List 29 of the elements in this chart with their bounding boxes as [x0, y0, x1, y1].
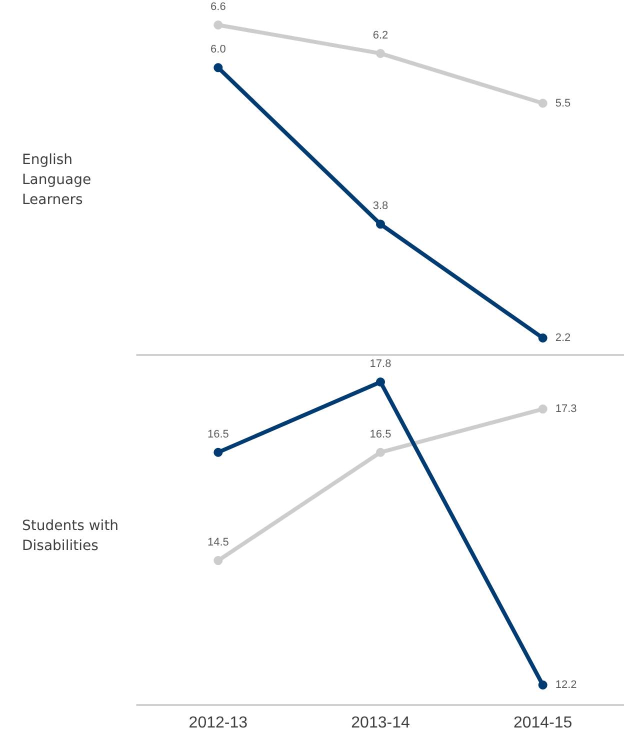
point — [214, 556, 223, 566]
point — [214, 448, 223, 457]
point — [376, 220, 385, 229]
point — [214, 63, 223, 72]
y-axis-title: English Language Learners — [22, 152, 96, 208]
data-label: 16.5 — [370, 428, 392, 440]
x-tick-label: 2014-15 — [513, 714, 572, 732]
data-label: 17.8 — [370, 358, 392, 370]
x-tick-label: 2012-13 — [188, 714, 248, 732]
point — [376, 448, 385, 457]
data-label: 2.2 — [555, 332, 571, 344]
data-label: 5.5 — [555, 97, 571, 110]
data-label: 3.8 — [372, 200, 388, 212]
point — [376, 48, 385, 58]
point — [538, 98, 548, 108]
point — [538, 680, 548, 690]
data-label: 16.5 — [207, 428, 229, 440]
data-label: 6.6 — [210, 1, 226, 13]
point — [376, 378, 385, 386]
point — [538, 334, 548, 342]
data-label: 6.2 — [372, 29, 388, 42]
x-tick-label: 2013-14 — [351, 714, 410, 732]
y-axis-title: Students with Disabilities — [22, 518, 124, 554]
point — [538, 404, 548, 414]
point — [214, 20, 223, 30]
data-label: 12.2 — [555, 679, 577, 691]
data-label: 6.0 — [210, 44, 226, 56]
data-label: 17.3 — [555, 403, 577, 416]
data-label: 14.5 — [207, 536, 229, 549]
